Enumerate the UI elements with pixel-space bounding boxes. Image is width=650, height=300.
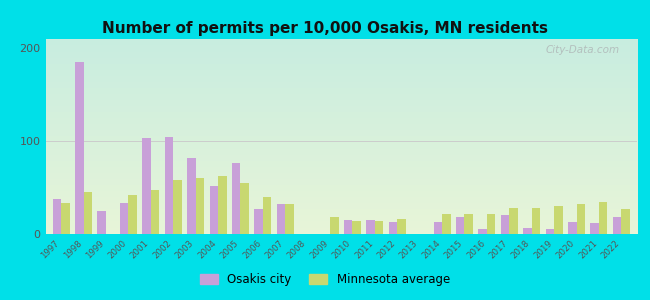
Bar xyxy=(98,211,106,234)
Bar xyxy=(240,183,249,234)
Bar xyxy=(613,217,621,234)
Bar xyxy=(532,208,540,234)
Bar xyxy=(568,222,577,234)
Bar xyxy=(590,223,599,234)
Bar xyxy=(500,215,510,234)
Bar xyxy=(397,219,406,234)
Bar xyxy=(187,158,196,234)
Bar xyxy=(367,220,375,234)
Bar xyxy=(465,214,473,234)
Bar xyxy=(75,62,84,234)
Bar xyxy=(285,204,294,234)
Text: City-Data.com: City-Data.com xyxy=(545,45,619,55)
Legend: Osakis city, Minnesota average: Osakis city, Minnesota average xyxy=(196,269,454,291)
Bar xyxy=(523,227,532,234)
Bar xyxy=(577,204,585,234)
Bar xyxy=(263,197,271,234)
Bar xyxy=(478,230,487,234)
Bar xyxy=(151,190,159,234)
Bar xyxy=(599,202,607,234)
Bar xyxy=(164,136,173,234)
Bar xyxy=(129,195,137,234)
Bar xyxy=(389,222,397,234)
Bar xyxy=(209,186,218,234)
Bar xyxy=(61,203,70,234)
Bar xyxy=(442,214,450,234)
Bar xyxy=(142,138,151,234)
Bar xyxy=(344,220,352,234)
Bar xyxy=(218,176,227,234)
Bar xyxy=(173,180,182,234)
Bar xyxy=(434,222,442,234)
Bar xyxy=(232,163,240,234)
Bar xyxy=(277,204,285,234)
Bar xyxy=(545,230,554,234)
Bar xyxy=(487,214,495,234)
Bar xyxy=(375,221,383,234)
Bar xyxy=(53,199,61,234)
Bar xyxy=(621,209,630,234)
Bar xyxy=(510,208,518,234)
Bar xyxy=(456,217,465,234)
Bar xyxy=(330,217,339,234)
Text: Number of permits per 10,000 Osakis, MN residents: Number of permits per 10,000 Osakis, MN … xyxy=(102,21,548,36)
Bar xyxy=(84,192,92,234)
Bar xyxy=(554,206,563,234)
Bar xyxy=(254,209,263,234)
Bar xyxy=(352,221,361,234)
Bar xyxy=(196,178,204,234)
Bar xyxy=(120,203,129,234)
